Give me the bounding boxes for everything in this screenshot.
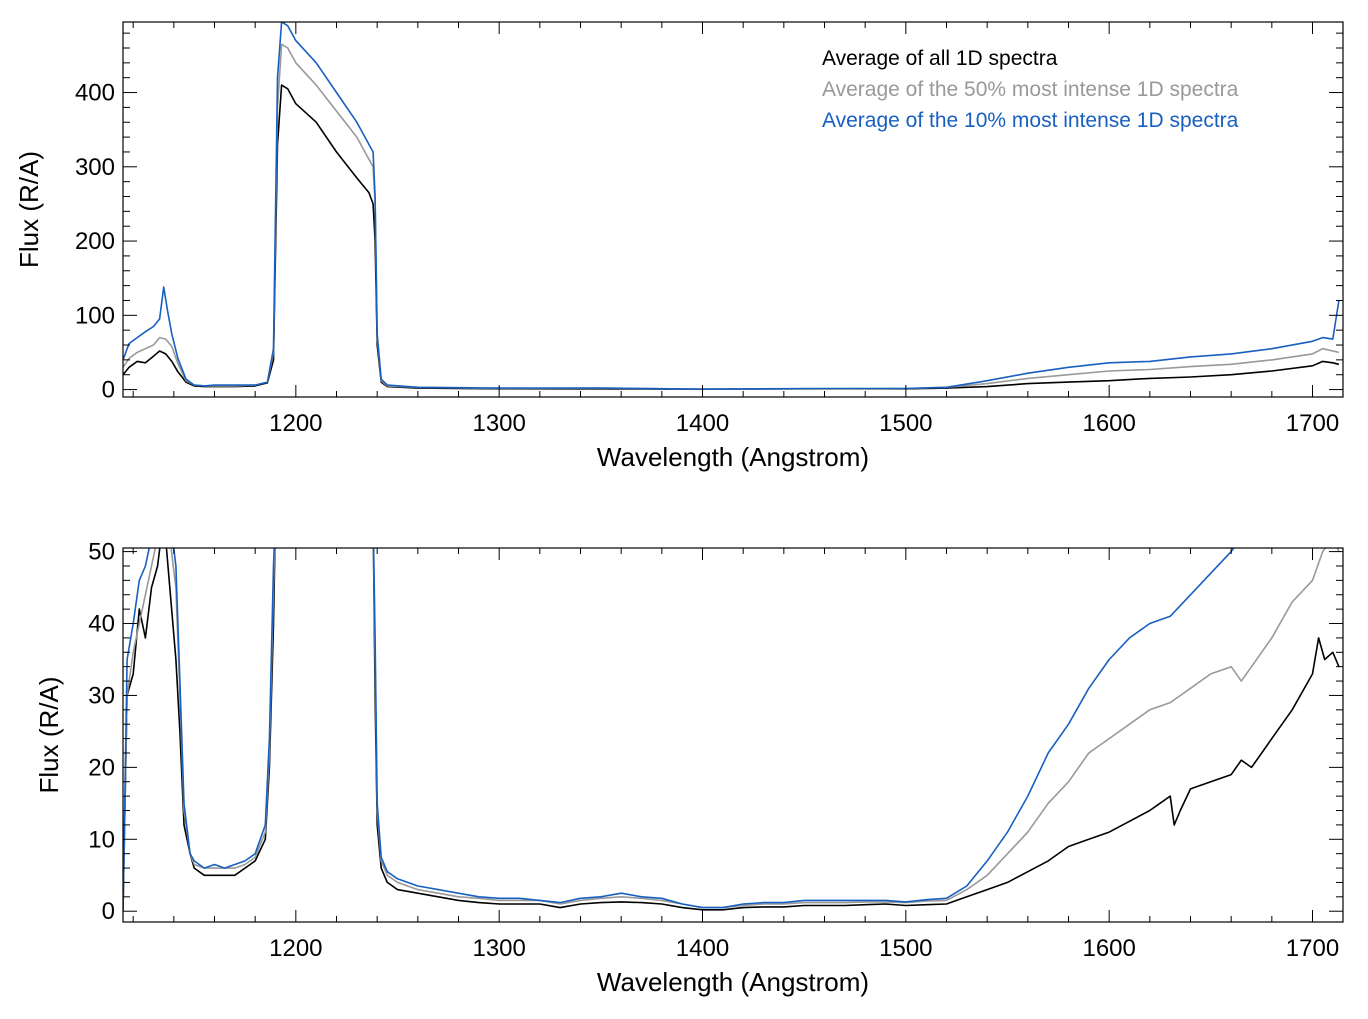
bottom-plot-frame (122, 547, 1344, 923)
bottom-y-tick-label: 40 (88, 611, 115, 638)
bottom-series-group (123, 548, 1340, 912)
top-x-tick-label: 1700 (1286, 410, 1339, 437)
top-x-tick-label: 1500 (879, 410, 932, 437)
top-panel: 1200 1300 1400 1500 1600 1700 0 100 200 300 400 Wav… (14, 21, 1344, 472)
bottom-x-tick-label: 1400 (676, 935, 729, 962)
bottom-x-tick-label: 1700 (1286, 935, 1339, 962)
bottom-y-tick-label: 10 (88, 826, 115, 853)
top-plot-frame (122, 21, 1344, 398)
bottom-x-tick-label: 1600 (1082, 935, 1135, 962)
top-y-tick-label: 300 (75, 154, 115, 181)
top-y-axis-title: Flux (R/A) (14, 151, 44, 268)
bottom-x-tick-label: 1500 (879, 935, 932, 962)
bottom-panel: 1200 1300 1400 1500 1600 1700 0 10 20 30 40 50 Wavel… (34, 539, 1344, 997)
top-series-line-1 (123, 84, 1340, 390)
top-x-tick-label: 1600 (1082, 410, 1135, 437)
bottom-x-tick-label: 1300 (472, 935, 525, 962)
top-x-tick-label: 1400 (676, 410, 729, 437)
bottom-x-axis-title: Wavelength (Angstrom) (597, 967, 869, 997)
bottom-y-tick-label: 50 (88, 539, 115, 566)
top-series-line-2 (123, 43, 1340, 390)
top-y-tick-label: 400 (75, 80, 115, 107)
top-series-line-3 (123, 22, 1340, 390)
legend-entry-2: Average of the 50% most intense 1D spect… (822, 78, 1239, 101)
top-series-group (123, 22, 1340, 390)
bottom-x-tick-label: 1200 (269, 935, 322, 962)
top-y-tick-label: 200 (75, 228, 115, 255)
bottom-series-line-3 (123, 548, 1235, 912)
bottom-series-line-1 (123, 548, 1340, 912)
legend-entry-3: Average of the 10% most intense 1D spect… (822, 109, 1239, 132)
bottom-y-tick-label: 20 (88, 754, 115, 781)
bottom-series-line-2 (123, 548, 1340, 912)
top-y-tick-label: 100 (75, 302, 115, 329)
top-x-tick-label: 1200 (269, 410, 322, 437)
top-x-axis-title: Wavelength (Angstrom) (597, 442, 869, 472)
top-y-tick-label: 0 (102, 377, 115, 404)
top-x-tick-label: 1300 (472, 410, 525, 437)
legend-entry-1: Average of all 1D spectra (822, 47, 1058, 70)
bottom-y-tick-label: 0 (102, 898, 115, 925)
bottom-y-tick-label: 30 (88, 682, 115, 709)
bottom-y-axis-title: Flux (R/A) (34, 677, 64, 794)
